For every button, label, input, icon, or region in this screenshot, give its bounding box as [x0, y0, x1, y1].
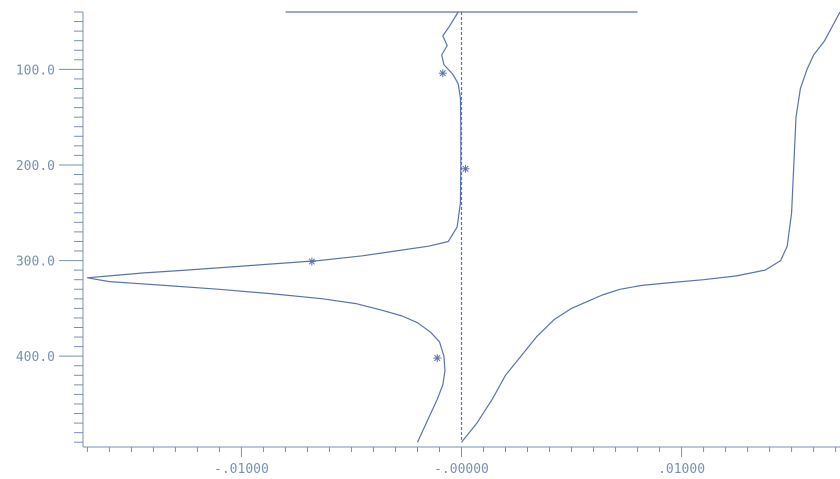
asterisk-stroke — [308, 258, 316, 265]
tick-labels-group: 100.0 200.0 300.0 400.0 -.01000 -.00000 .01000 — [16, 63, 705, 477]
y-tick-label: 300.0 — [16, 255, 55, 270]
axes-group — [59, 11, 840, 457]
x-tick-label: -.01000 — [214, 462, 269, 477]
asterisk-stroke — [434, 354, 441, 362]
series-line-1 — [86, 11, 462, 443]
x-tick-label: -.00000 — [434, 462, 489, 477]
asterisk-stroke — [439, 70, 446, 77]
asterisk-marker — [433, 354, 442, 363]
series-group — [86, 11, 840, 443]
x-tick-label: .01000 — [658, 462, 705, 477]
series-line-2 — [461, 11, 840, 443]
y-tick-label: 100.0 — [16, 63, 55, 78]
asterisk-marker — [438, 69, 447, 78]
markers-group — [307, 69, 470, 363]
asterisk-marker — [461, 164, 470, 173]
asterisk-stroke — [462, 165, 469, 172]
asterisk-marker — [307, 257, 316, 266]
y-tick-label: 400.0 — [16, 350, 55, 365]
y-tick-label: 200.0 — [16, 159, 55, 174]
